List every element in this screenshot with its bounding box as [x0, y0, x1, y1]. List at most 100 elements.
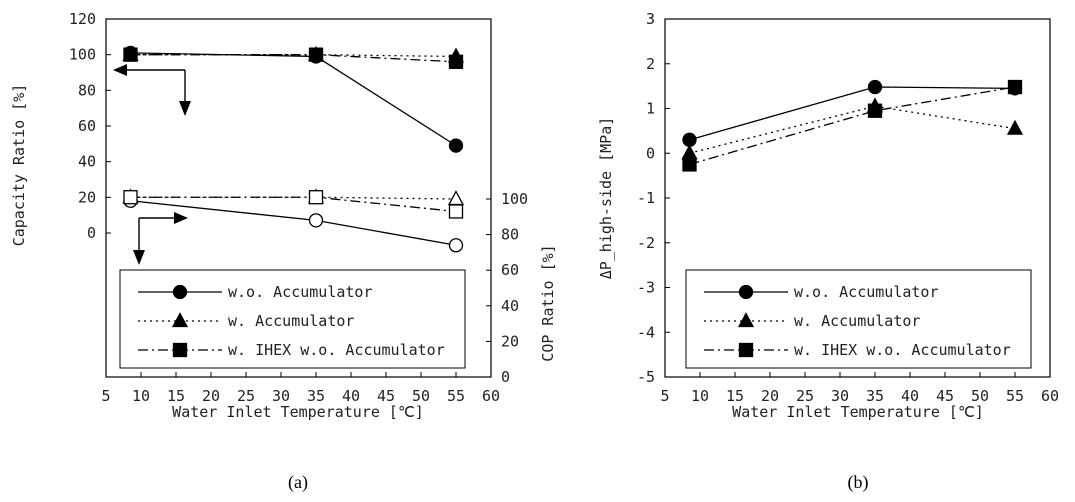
y-tick-label: -5 [637, 368, 655, 386]
legend: w.o. Accumulator w. Accumulator w. IHEX w.… [685, 269, 1032, 369]
x-axis-ticks: 5 10 15 20 25 30 35 40 45 50 55 60 [101, 372, 500, 405]
data-point [448, 138, 464, 153]
chart-panel-a: 5 10 15 20 25 30 35 40 45 50 55 60 020406080100120 … [10, 10, 557, 493]
arrow-head [133, 250, 145, 265]
x-tick-label: 50 [412, 387, 430, 405]
x-tick-label: 35 [307, 387, 325, 405]
y-tick-label: 120 [69, 10, 96, 28]
series-line [689, 86, 1016, 166]
y-tick-label: -4 [637, 323, 655, 341]
data-point [1007, 79, 1023, 95]
x-tick-label: 5 [101, 387, 110, 405]
y-tick-label: 100 [69, 46, 96, 64]
x-tick-label: 5 [660, 387, 669, 405]
legend-marker [171, 312, 189, 328]
x-tick-label: 25 [237, 387, 255, 405]
legend-marker [737, 312, 755, 328]
legend-marker [172, 284, 188, 300]
y-tick-label: 0 [646, 144, 655, 162]
y2-axis-ticks: 0 20 40 60 80 100 [486, 190, 528, 386]
x-tick-label: 60 [1041, 387, 1059, 405]
x-tick-label: 45 [377, 387, 395, 405]
series-line [689, 105, 1016, 154]
panel-caption: (a) [288, 472, 308, 493]
x-tick-label: 20 [202, 387, 220, 405]
data-point [123, 190, 138, 205]
x-tick-label: 25 [796, 387, 814, 405]
data-point [867, 103, 883, 118]
y-tick-label: 2 [646, 55, 655, 73]
chart-panel-b: 5 10 15 20 25 30 35 40 45 50 55 60 -5 -4 -3 -2 -1 0 1 2 3 w… [597, 10, 1059, 493]
x-tick-label: 15 [726, 387, 744, 405]
y-axis-ticks: -5 -4 -3 -2 -1 0 1 2 3 [637, 10, 670, 386]
data-point [448, 204, 464, 219]
legend-marker [172, 342, 188, 358]
data-point [867, 79, 883, 95]
series-group [122, 45, 465, 253]
legend-marker [738, 342, 754, 358]
x-tick-label: 10 [132, 387, 150, 405]
x-tick-label: 60 [482, 387, 500, 405]
data-point [308, 47, 324, 62]
legend-label: w.o. Accumulator [228, 283, 373, 301]
series-group [681, 79, 1024, 172]
y2-tick-label: 0 [501, 368, 510, 386]
x-tick-label: 55 [1006, 387, 1024, 405]
series-line [130, 200, 457, 246]
y-tick-label: -1 [637, 189, 655, 207]
legend-label: w. Accumulator [228, 312, 354, 330]
y-tick-label: 1 [646, 100, 655, 118]
x-tick-label: 45 [936, 387, 954, 405]
data-point [308, 190, 324, 205]
x-tick-label: 40 [342, 387, 360, 405]
legend: w.o. Accumulator w. Accumulator w. IHEX w.… [119, 269, 466, 369]
x-tick-label: 40 [901, 387, 919, 405]
data-point [448, 54, 464, 69]
y-tick-label: 20 [78, 188, 96, 206]
y-tick-label: 3 [646, 10, 655, 28]
y-tick-label: -3 [637, 279, 655, 297]
x-tick-label: 50 [971, 387, 989, 405]
arrow-head [179, 101, 191, 116]
series-line [130, 196, 457, 213]
axis-direction-arrows [113, 64, 191, 265]
y2-tick-label: 80 [501, 226, 519, 244]
y2-axis-label: COP Ratio [%] [539, 244, 557, 361]
y-tick-label: 0 [87, 224, 96, 242]
data-point [447, 190, 465, 206]
y-tick-label: -2 [637, 234, 655, 252]
y2-tick-label: 100 [501, 190, 528, 208]
legend-label: w. Accumulator [794, 312, 920, 330]
y-tick-label: 60 [78, 117, 96, 135]
data-point [123, 47, 138, 62]
x-tick-label: 10 [691, 387, 709, 405]
legend-label: w. IHEX w.o. Accumulator [794, 341, 1011, 359]
x-tick-label: 30 [831, 387, 849, 405]
x-axis-label: Water Inlet Temperature [℃] [732, 403, 984, 421]
x-tick-label: 20 [761, 387, 779, 405]
arrow-head [174, 212, 188, 224]
y-axis-label: Capacity Ratio [%] [10, 84, 28, 247]
data-point [681, 144, 698, 160]
plot-area-frame [105, 18, 492, 378]
legend-label: w. IHEX w.o. Accumulator [228, 341, 445, 359]
x-tick-label: 30 [272, 387, 290, 405]
y-tick-label: 40 [78, 153, 96, 171]
y-tick-label: 80 [78, 81, 96, 99]
legend-label: w.o. Accumulator [794, 283, 939, 301]
data-point [1006, 119, 1024, 135]
x-axis-ticks: 5 10 15 20 25 30 35 40 45 50 55 60 [660, 372, 1059, 405]
legend-marker [738, 284, 754, 300]
data-point [308, 213, 324, 228]
x-axis-label: Water Inlet Temperature [℃] [172, 403, 424, 421]
y-axis-ticks: 0 20 40 60 80 100 120 [69, 10, 111, 242]
y2-tick-label: 60 [501, 261, 519, 279]
data-point [448, 238, 464, 253]
x-tick-label: 35 [866, 387, 884, 405]
arrow-head [113, 64, 127, 76]
y-axis-label: ΔP_high-side [MPa] [597, 117, 615, 280]
panel-caption: (b) [848, 472, 869, 493]
x-tick-label: 15 [167, 387, 185, 405]
data-point [682, 157, 697, 172]
